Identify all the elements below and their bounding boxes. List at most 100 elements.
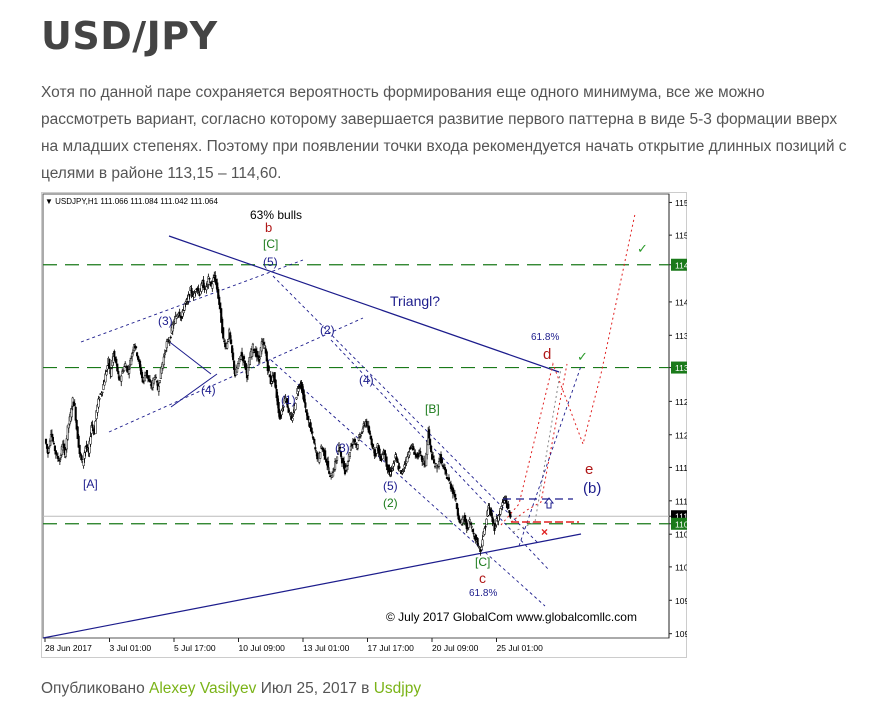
candle-body — [485, 518, 488, 526]
candle-body — [190, 288, 193, 294]
category-link[interactable]: Usdjpy — [373, 680, 422, 697]
projections: × — [500, 213, 636, 547]
in-label: в — [361, 680, 370, 697]
candle-body — [470, 526, 473, 528]
candle-body — [444, 469, 448, 474]
down-channel-lower — [270, 359, 546, 607]
candle-body — [385, 456, 388, 467]
x-tick-label: 17 Jul 17:00 — [368, 643, 415, 653]
candle-body — [315, 451, 318, 453]
candle-body — [393, 460, 396, 463]
candle-body — [94, 420, 97, 434]
candle-body — [401, 471, 404, 474]
label-b: b — [265, 220, 272, 235]
candle-body — [82, 458, 85, 466]
candle-body — [163, 353, 166, 356]
candle-body — [304, 402, 307, 408]
candle-body — [408, 451, 411, 456]
label-d: d — [543, 346, 551, 363]
candle-body — [267, 365, 270, 372]
candle-body — [319, 452, 322, 459]
candle-body — [481, 539, 484, 547]
candle-body — [168, 340, 171, 343]
candle-body — [54, 450, 57, 455]
projection-red-path — [500, 213, 636, 526]
candle-body — [207, 276, 210, 285]
x-tick-label: 5 Jul 17:00 — [174, 643, 216, 653]
candle-body — [288, 411, 291, 414]
published-label: Опубликовано — [41, 680, 145, 697]
candle-body — [447, 477, 450, 481]
candle-body — [70, 408, 73, 418]
candle-body — [128, 369, 131, 374]
candle-body — [313, 438, 316, 444]
candle-body — [345, 466, 349, 471]
check-icon-d: ✓ — [577, 349, 588, 364]
candle-body — [316, 452, 319, 460]
projection-red-alt — [510, 363, 568, 523]
candle-body — [122, 370, 125, 373]
candle-body — [395, 456, 398, 460]
candle-body — [361, 428, 364, 432]
candle-body — [494, 526, 497, 528]
candle-body — [402, 468, 405, 470]
candle-body — [52, 443, 55, 445]
candle-body — [314, 447, 317, 450]
label-A: (2) — [383, 496, 398, 510]
candle-body — [120, 375, 123, 382]
candle-body — [53, 445, 56, 451]
candle-body — [227, 339, 230, 342]
candle-body — [309, 421, 312, 428]
candle-body — [237, 363, 240, 369]
candle-body — [305, 410, 308, 413]
candle-body — [136, 352, 139, 357]
candle-body — [404, 463, 407, 466]
y-tick-label: 111.281 — [675, 496, 687, 506]
candle-body — [348, 452, 351, 457]
candle-body — [454, 497, 457, 500]
candle-body — [303, 394, 306, 403]
candle-body — [292, 412, 295, 415]
wave-channels — [42, 235, 582, 639]
candle-body — [441, 465, 445, 467]
candle-body — [169, 336, 172, 339]
candle-body — [339, 451, 343, 457]
candle-body — [419, 450, 422, 454]
chart-labels: ▼ USDJPY,H1 111.066 111.084 111.042 111.… — [45, 197, 648, 624]
candle-body — [350, 444, 353, 447]
candle-body — [233, 360, 236, 370]
candle-body — [80, 455, 83, 460]
candle-body — [478, 546, 481, 548]
candle-body — [106, 365, 109, 370]
candle-body — [231, 345, 234, 354]
author-link[interactable]: Alexey Vasilyev — [149, 680, 257, 697]
candle-body — [333, 469, 336, 471]
label-4-mid: (4) — [359, 373, 374, 387]
candle-body — [467, 520, 470, 528]
candle-body — [124, 363, 127, 367]
label-63-bulls: 63% bulls — [250, 208, 302, 222]
candle-body — [472, 532, 475, 535]
chart-copyright: © July 2017 GlobalCom www.globalcomllc.c… — [386, 610, 637, 624]
candle-body — [219, 302, 222, 310]
candle-body — [346, 461, 349, 466]
candle-body — [226, 343, 229, 349]
label-B: [B] — [425, 402, 440, 416]
candle-body — [135, 346, 138, 349]
label-2-left: [A] — [83, 477, 98, 491]
candle-body — [248, 357, 251, 366]
candle-body — [456, 507, 459, 516]
candle-body — [194, 291, 197, 293]
candle-body — [336, 456, 339, 461]
candle-body — [440, 458, 444, 463]
candle-body — [356, 444, 359, 449]
candle-body — [480, 546, 483, 550]
candle-body — [67, 423, 70, 429]
y-tick-label: 111.751 — [675, 463, 687, 473]
candle-body — [483, 528, 486, 535]
candle-body — [263, 345, 266, 349]
candle-body — [359, 435, 362, 437]
candle-body — [180, 316, 183, 319]
candle-body — [389, 471, 392, 475]
horizontal-levels — [43, 264, 669, 525]
